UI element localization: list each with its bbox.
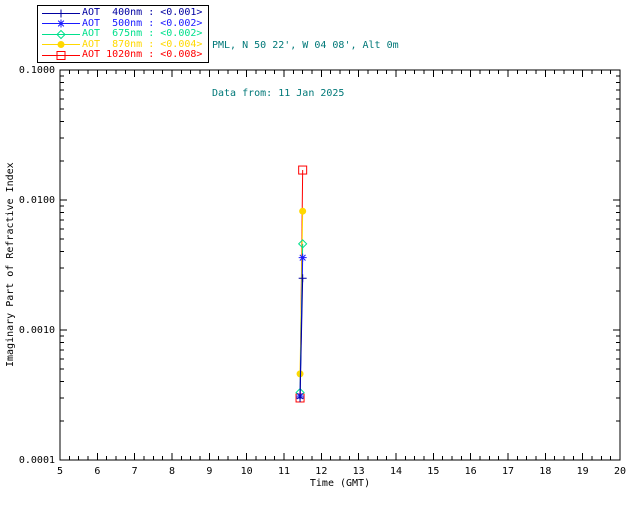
x-tick-label: 13 [353,466,365,477]
marker-plus [57,9,65,18]
y-axis-title: Imaginary Part of Refractive Index [5,162,16,368]
x-tick-label: 16 [465,466,477,477]
x-tick-label: 14 [390,466,402,477]
x-tick-label: 18 [539,466,551,477]
legend-entry-1020nm: AOT 1020nm : <0.008> [40,50,206,61]
legend-entry-400nm: AOT 400nm : <0.001> [40,8,206,19]
station-info: PML, N 50 22', W 04 08', Alt 0m Data fro… [212,6,399,134]
x-axis-title: Time (GMT) [309,478,371,489]
x-tick-label: 6 [94,466,100,477]
marker-asterisk [298,253,307,262]
x-tick-label: 8 [169,466,175,477]
marker-plus [296,393,305,402]
x-tick-label: 12 [315,466,327,477]
x-tick-label: 20 [614,466,626,477]
date-line: Data from: 11 Jan 2025 [212,88,345,99]
legend-entry-500nm: AOT 500nm : <0.002> [40,17,206,30]
series-line-aot-400nm [299,278,304,398]
square-marker-icon [42,50,80,60]
x-tick-label: 7 [132,466,138,477]
marker-diamond [56,29,66,39]
x-tick-label: 10 [241,466,253,477]
x-tick-label: 19 [577,466,589,477]
marker-circle [57,41,65,49]
legend-label: AOT 1020nm : <0.008> [82,49,203,61]
y-tick-label: 0.1000 [19,65,55,76]
y-tick-label: 0.0010 [19,325,55,336]
asterisk-marker-icon [42,19,80,28]
plus-marker-icon [42,9,80,18]
legend-entry-675nm: AOT 675nm : <0.002> [40,29,206,40]
x-tick-label: 5 [57,466,63,477]
axes-frame [59,69,621,461]
legend-entry-870nm: AOT 870nm : <0.004> [40,38,206,51]
marker-plus [298,274,307,283]
legend-label: AOT 675nm : <0.002> [82,28,203,40]
y-tick-label: 0.0001 [19,455,55,466]
x-tick-label: 9 [206,466,212,477]
legend-label: AOT 500nm : <0.002> [82,17,203,29]
circle-marker-icon [42,41,80,49]
marker-circle [299,207,307,215]
y-tick-label: 0.0100 [19,195,55,206]
station-line: PML, N 50 22', W 04 08', Alt 0m [212,40,399,51]
marker-square [56,50,66,60]
x-tick-label: 11 [278,466,290,477]
x-tick-label: 17 [502,466,514,477]
x-tick-label: 15 [427,466,439,477]
marker-square [298,165,308,175]
legend-label: AOT 870nm : <0.004> [82,38,203,50]
legend-box: AOT 400nm : <0.001> AOT 500nm : <0.002> AO… [37,5,209,63]
legend-label: AOT 400nm : <0.001> [82,7,203,19]
marker-diamond [297,239,308,249]
marker-asterisk [57,19,65,28]
diamond-marker-icon [42,29,80,39]
